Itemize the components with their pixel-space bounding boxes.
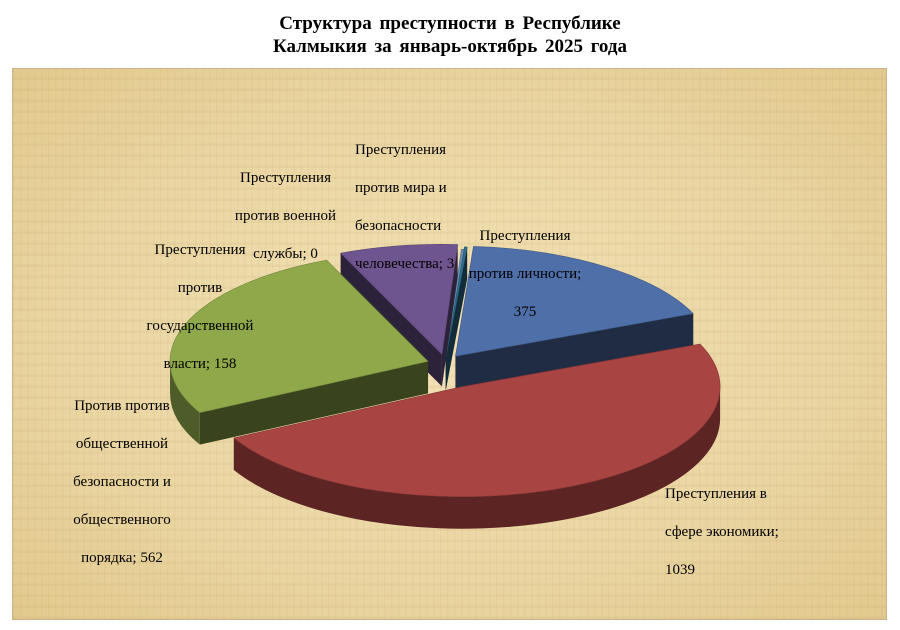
chart-title: Структура преступности в Республике Калм…	[0, 12, 900, 58]
slice-person	[455, 246, 694, 389]
chart-title-line-1: Структура преступности в Республике	[279, 13, 621, 34]
slice-label-peace: Преступления против мира и безопасности …	[355, 142, 455, 272]
slice-label-economy: Преступления в сфере экономики; 1039	[665, 486, 779, 578]
slice-economy	[233, 343, 721, 529]
slice-label-person: Преступления против личности; 375	[468, 228, 582, 320]
slice-peace	[445, 246, 468, 389]
slice-public-safety	[169, 259, 429, 445]
slice-label-state-power: Преступления против государственной влас…	[146, 242, 254, 372]
slice-label-public-safety: Против против общественной безопасности …	[73, 398, 171, 566]
slice-label-military: Преступления против военной службы; 0	[234, 170, 337, 262]
chart-title-line-2: Калмыкия за январь-октябрь 2025 года	[272, 36, 627, 57]
